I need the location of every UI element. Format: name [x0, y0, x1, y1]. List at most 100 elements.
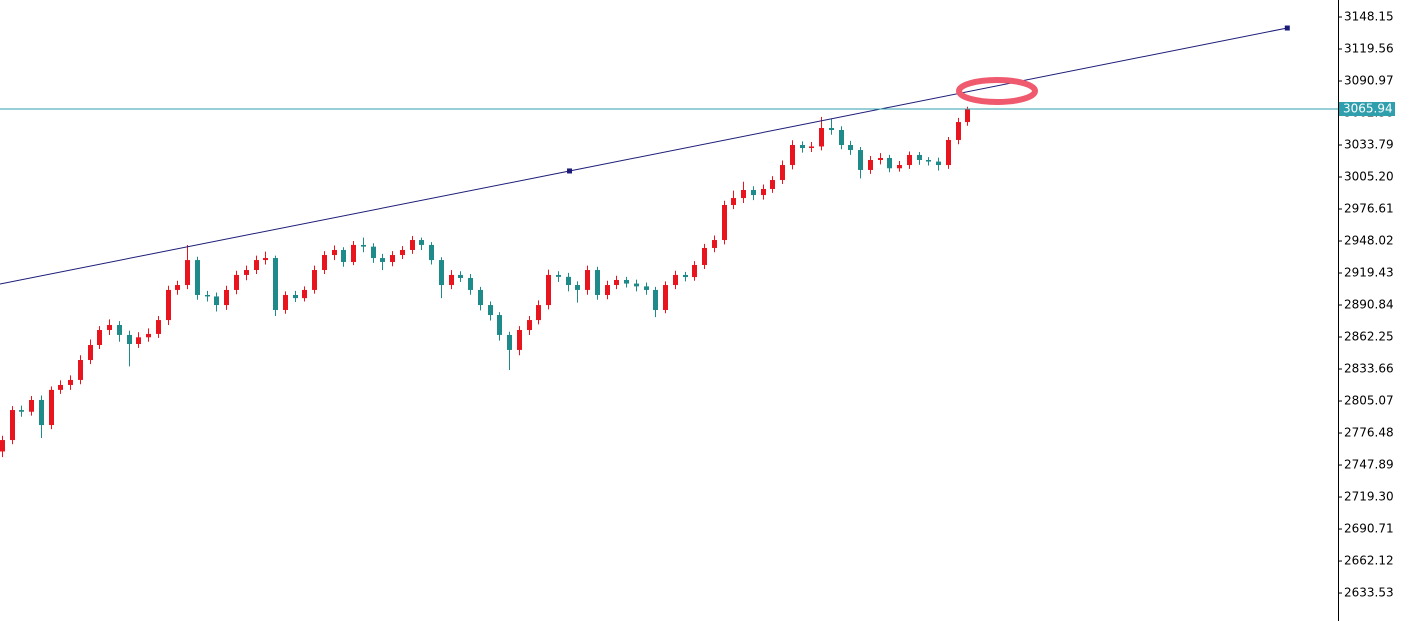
candle-body [322, 255, 327, 271]
candle-body [809, 146, 814, 149]
candle-body [390, 255, 395, 262]
candle-body [965, 109, 970, 123]
candle-body [926, 159, 931, 162]
y-tick-label: 2976.61 [1344, 202, 1394, 216]
candle-body [312, 270, 317, 290]
y-tick-label: 3119.56 [1344, 42, 1394, 56]
candle-body [107, 324, 112, 331]
candle-body [653, 289, 658, 310]
candle-body [410, 240, 415, 250]
y-tick-label: 2662.12 [1344, 554, 1394, 568]
candle-body [78, 360, 83, 380]
candle-body [136, 337, 141, 345]
candle-body [361, 244, 366, 247]
candle-body [88, 345, 93, 361]
candle-body [917, 154, 922, 160]
candle-body [19, 410, 24, 412]
candle-body [488, 305, 493, 316]
candle-body [429, 244, 434, 261]
candle-body [780, 165, 785, 181]
candle-body [566, 276, 571, 286]
candle-body [907, 154, 912, 166]
candle-body [185, 260, 190, 286]
candle-body [848, 144, 853, 151]
y-tick-label: 2862.25 [1344, 330, 1394, 344]
candle-body [585, 270, 590, 290]
candle-body [829, 127, 834, 130]
y-tick-label: 3090.97 [1344, 74, 1394, 88]
candle-body [819, 127, 824, 147]
candle-body [790, 144, 795, 166]
candle-body [546, 274, 551, 306]
trend-anchor [567, 168, 573, 174]
candle-body [175, 285, 180, 290]
candle-body [371, 246, 376, 259]
last-price-box [1339, 102, 1395, 117]
candle-body [868, 159, 873, 170]
candle-body [439, 260, 444, 286]
candle-body [683, 274, 688, 278]
y-tick-label: 3148.15 [1344, 10, 1394, 24]
trend-anchor [1284, 25, 1290, 31]
candle-body [117, 324, 122, 335]
candle-body [254, 260, 259, 271]
candle-body [575, 285, 580, 290]
candle-body [0, 440, 5, 452]
candle-body [234, 274, 239, 290]
y-tick-label: 2633.53 [1344, 586, 1394, 600]
candle-body [751, 189, 756, 196]
candle-body [332, 249, 337, 256]
y-tick-label: 2890.84 [1344, 298, 1394, 312]
candle-body [68, 379, 73, 385]
candle-body [156, 320, 161, 334]
candle-body [224, 289, 229, 306]
candle-body [449, 274, 454, 286]
candle-body [887, 157, 892, 169]
candle-body [341, 249, 346, 262]
candle-body [712, 240, 717, 248]
candle-body [731, 198, 736, 205]
y-tick-label: 2919.43 [1344, 266, 1394, 280]
y-tick-label: 3005.20 [1344, 170, 1394, 184]
candle-body [761, 188, 766, 196]
candle-body [419, 240, 424, 245]
y-tick-label: 2747.89 [1344, 458, 1394, 472]
y-tick-label: 2719.30 [1344, 490, 1394, 504]
candle-body [936, 161, 941, 166]
candle-body [283, 294, 288, 310]
candle-body [263, 258, 268, 261]
candle-body [702, 247, 707, 265]
y-tick-label: 2690.71 [1344, 522, 1394, 536]
candle-body [634, 283, 639, 287]
candle-body [400, 249, 405, 256]
y-tick-label: 2833.66 [1344, 362, 1394, 376]
candle-body [507, 334, 512, 350]
candle-body [800, 144, 805, 149]
candle-body [10, 410, 15, 441]
y-tick-label: 3033.79 [1344, 138, 1394, 152]
candle-body [527, 320, 532, 331]
candle-body [770, 180, 775, 189]
candle-body [663, 285, 668, 310]
candle-body [273, 258, 278, 310]
candle-body [380, 258, 385, 262]
candle-body [302, 289, 307, 299]
candle-body [29, 399, 34, 412]
candle-body [146, 333, 151, 338]
candle-body [605, 285, 610, 295]
candle-body [49, 389, 54, 426]
candle-body [692, 264, 697, 278]
candle-body [244, 270, 249, 275]
candle-body [556, 274, 561, 277]
candle-body [878, 157, 883, 160]
highlight-ellipse [956, 77, 1038, 105]
candle-body [536, 305, 541, 321]
candle-body [614, 279, 619, 286]
candle-body [946, 139, 951, 166]
candle-body [205, 294, 210, 297]
candle-body [897, 165, 902, 169]
candle-body [644, 286, 649, 290]
candle-body [839, 129, 844, 145]
